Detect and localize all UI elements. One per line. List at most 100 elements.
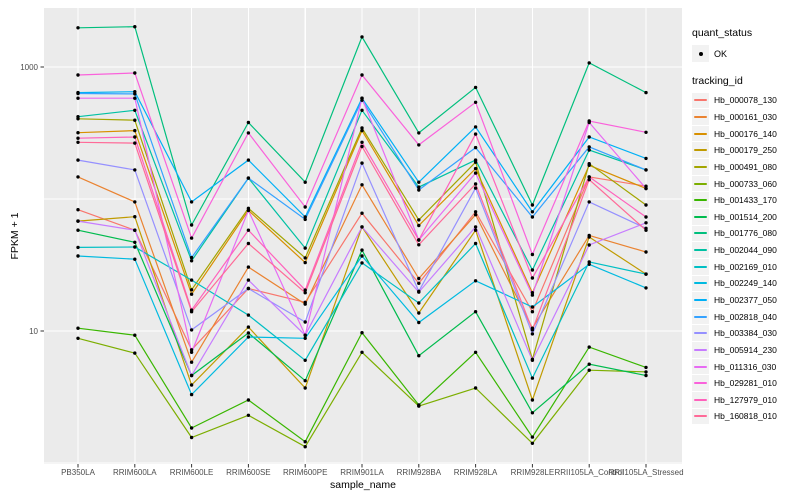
data-point	[246, 131, 251, 135]
data-point	[473, 228, 478, 232]
series-color-swatch	[694, 249, 707, 252]
data-point	[246, 158, 251, 162]
series-color-swatch	[694, 232, 707, 235]
legend-item-Hb_000161_030: Hb_000161_030	[692, 109, 800, 126]
data-point	[303, 336, 307, 340]
x-tick-label: RRIM901LA	[340, 468, 384, 477]
data-point	[644, 286, 648, 290]
data-point	[644, 215, 648, 219]
data-point	[133, 168, 137, 172]
data-point	[189, 259, 194, 263]
data-point	[417, 180, 421, 184]
legend-item-label: Hb_000078_130	[714, 95, 777, 106]
data-point	[189, 223, 194, 227]
legend-key-box	[692, 192, 709, 208]
data-point	[246, 265, 251, 269]
legend-quant-status-title: quant_status	[692, 27, 753, 39]
y-tick-label: 10	[29, 327, 38, 336]
data-point	[530, 276, 535, 280]
legend-item-label: Hb_160818_010	[714, 411, 777, 422]
data-point	[473, 386, 478, 390]
series-color-swatch	[694, 398, 707, 401]
data-point	[360, 225, 364, 229]
data-point	[189, 236, 194, 240]
data-point	[644, 272, 648, 276]
legend-item-label: Hb_002249_140	[714, 278, 777, 289]
data-point	[246, 286, 251, 291]
data-point	[360, 144, 364, 149]
data-point	[644, 250, 648, 254]
legend-key-box	[692, 209, 709, 225]
series-color-swatch	[694, 282, 707, 285]
legend-item-label: Hb_003384_030	[714, 328, 777, 339]
data-point	[360, 248, 364, 252]
x-tick-label: RRIM928LA	[454, 468, 498, 477]
data-point	[587, 175, 591, 179]
data-point	[76, 336, 80, 340]
series-color-swatch	[694, 132, 707, 135]
data-point	[76, 175, 80, 179]
data-point	[189, 350, 194, 354]
legend-item-Hb_005914_230: Hb_005914_230	[692, 342, 800, 359]
data-point	[587, 119, 591, 123]
data-point	[473, 213, 478, 217]
legend-item-label: Hb_029281_010	[714, 378, 777, 389]
data-point	[303, 379, 307, 383]
data-point	[133, 108, 137, 113]
data-point	[530, 376, 535, 380]
legend-item-label: Hb_001776_080	[714, 228, 777, 239]
data-point	[644, 373, 648, 378]
series-color-swatch	[694, 348, 707, 351]
x-tick-label: RRIM600PE	[283, 468, 327, 477]
data-point	[417, 185, 421, 189]
data-point	[473, 166, 478, 171]
data-point	[644, 365, 648, 370]
data-point	[133, 240, 137, 244]
data-point	[473, 158, 478, 162]
data-point	[644, 228, 648, 232]
legend-item-label: Hb_002044_090	[714, 245, 777, 256]
legend-key-box	[692, 325, 709, 342]
data-point	[360, 140, 364, 144]
legend-item-Hb_002377_050: Hb_002377_050	[692, 292, 800, 309]
x-tick-label: RRIM600LA	[113, 468, 157, 477]
data-point	[360, 126, 364, 130]
legend-key-box	[692, 159, 709, 175]
legend-tracking-id-title: tracking_id	[692, 75, 743, 87]
legend-key-box	[692, 275, 709, 292]
data-point	[133, 128, 137, 133]
series-color-swatch	[694, 365, 707, 368]
legend-item-Hb_001776_080: Hb_001776_080	[692, 225, 800, 242]
legend-item-label: Hb_002169_010	[714, 261, 777, 272]
data-point	[644, 168, 648, 172]
legend-key-box	[692, 242, 709, 258]
data-point	[133, 71, 137, 75]
data-point	[473, 125, 478, 129]
x-tick-label: RRIM928BA	[397, 468, 442, 477]
data-point	[530, 398, 535, 402]
data-point	[189, 348, 194, 352]
data-point	[189, 392, 194, 397]
data-point	[76, 254, 80, 258]
data-point	[360, 108, 364, 113]
data-point	[417, 311, 421, 315]
data-point	[303, 288, 307, 292]
x-tick-label: RRII105LA_Control	[555, 468, 625, 477]
data-point	[133, 245, 137, 249]
data-point	[303, 358, 307, 362]
data-point	[133, 333, 137, 337]
data-point	[644, 130, 648, 134]
data-point	[189, 435, 194, 440]
data-point	[303, 256, 307, 260]
data-point	[417, 223, 421, 228]
data-point	[530, 215, 535, 219]
legend-key-box	[692, 308, 709, 325]
data-point	[530, 291, 535, 295]
data-point	[246, 331, 251, 335]
series-color-swatch	[694, 299, 707, 301]
data-point	[303, 440, 307, 444]
legend-key-box	[692, 292, 709, 308]
data-point	[473, 350, 478, 354]
x-tick-label: PB350LA	[61, 468, 95, 477]
legend-key-box	[692, 125, 709, 142]
